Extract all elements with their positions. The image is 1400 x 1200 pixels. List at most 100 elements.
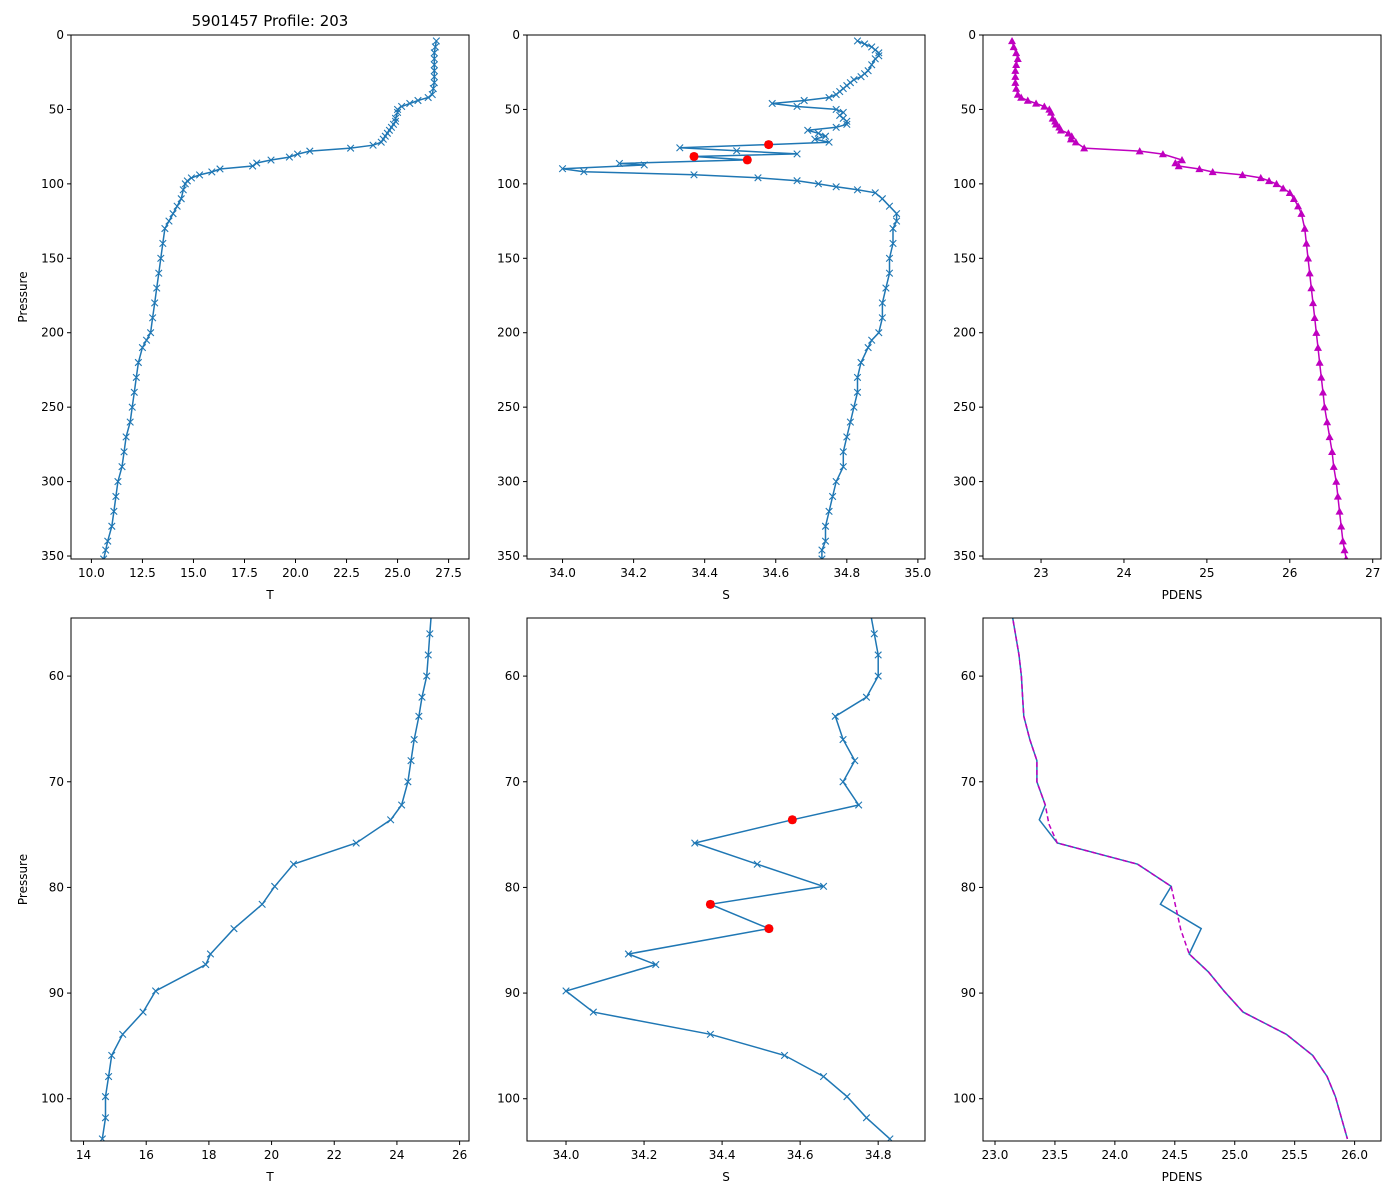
top-s-marker-x [800,96,808,105]
top-t-marker-x [173,202,181,210]
top-s-ytick-label: 350 [497,549,520,563]
bottom-t-marker-x [397,801,406,809]
top-s-marker-x [825,138,833,146]
bottom-s-xtick-label: 34.8 [865,1148,892,1162]
top-s-marker-x [615,159,624,168]
top-t-marker-x [122,433,130,441]
top-t-marker-x [108,522,116,530]
top-t-marker-x [430,72,438,81]
bottom-t-marker-x [424,651,432,659]
top-s-marker-x [832,477,840,486]
top-t-marker-x [429,84,437,93]
top-s-frame [526,34,926,560]
top-pdens-marker-triangle [1012,60,1021,68]
top-s-line-0 [562,40,898,559]
top-s-marker-x [853,388,862,396]
top-t-marker-x [150,299,159,307]
bottom-t-marker-x [415,712,423,720]
top-s-marker-x [832,90,840,99]
bottom-t-xtick-label: 14 [76,1148,91,1162]
top-s-marker-x [892,217,901,225]
bottom-t-line-0 [101,618,432,1140]
top-s-flag-point [764,140,774,150]
top-pdens-marker-triangle [1343,555,1349,559]
top-s-marker-x [580,167,588,176]
bottom-t-marker-x [98,1135,107,1141]
bottom-pdens-line-1 [1011,618,1349,1140]
top-t-ytick-label: 200 [41,326,64,340]
top-pdens-marker-triangle [1056,126,1065,134]
bottom-s-marker-x [874,651,882,659]
top-pdens-marker-triangle [1310,313,1319,322]
top-pdens-marker-triangle [1009,42,1018,51]
bottom-pdens-frame [982,617,1382,1142]
top-s-marker-x [857,358,865,367]
top-s-marker-x [814,129,823,137]
bottom-t-marker-x [289,860,298,868]
top-t-ytick-label: 300 [41,475,64,489]
top-t-marker-x [293,150,302,158]
top-s-ytick-label: 50 [505,102,520,116]
top-t-marker-x [104,537,112,545]
top-t-marker-x [195,171,204,179]
top-s-marker-x [850,403,858,411]
bottom-t-marker-x [119,1030,127,1038]
top-s-marker-x [754,174,762,182]
bottom-s-ytick-label: 60 [505,669,520,683]
top-s-ytick-label: 100 [497,177,520,191]
top-pdens-line-0 [1011,40,1347,559]
top-t-marker-x [153,284,161,292]
top-pdens-marker-triangle [1337,522,1346,530]
bottom-s-flag-point [787,815,797,825]
top-pdens-marker-triangle [1332,477,1341,485]
top-pdens-xtick-label: 26 [1282,566,1297,580]
top-s-marker-x [868,336,876,344]
bottom-t-xtick-label: 20 [264,1148,279,1162]
top-pdens-marker-triangle [1297,209,1306,217]
top-pdens-marker-triangle [1011,72,1020,80]
top-pdens-ytick-label: 100 [953,177,976,191]
bottom-pdens-xtick-label: 25.0 [1221,1148,1248,1162]
top-pdens-xlabel: PDENS [1162,588,1203,602]
top-s-marker-x [875,329,883,337]
top-s-marker-x [814,180,823,188]
top-pdens-marker-triangle [1040,102,1049,110]
top-s-marker-x [558,164,567,173]
bottom-pdens-xtick-label: 24.5 [1161,1148,1188,1162]
bottom-t-ytick-label: 100 [41,1092,64,1106]
bottom-pdens-xtick-label: 25.5 [1281,1148,1308,1162]
top-t-marker-x [248,162,257,170]
bottom-pdens-xtick-label: 23.5 [1042,1148,1069,1162]
top-pdens-marker-triangle [1256,173,1265,182]
bottom-s-frame [526,617,926,1142]
bottom-s-xlabel: S [722,1170,730,1184]
bottom-pdens-xtick-label: 24.0 [1102,1148,1129,1162]
top-s-marker-x [839,448,847,456]
top-t-marker-x [165,217,173,225]
top-pdens-marker-triangle [1325,432,1334,441]
top-t-marker-x [110,507,118,516]
bottom-s-marker-x [691,839,699,847]
top-t-marker-x [430,49,438,57]
top-pdens-xtick-label: 24 [1116,566,1131,580]
top-s-marker-x [793,102,801,111]
bottom-s-ytick-label: 100 [497,1092,520,1106]
bottom-s-marker-x [851,756,859,765]
bottom-s-marker-x [839,735,847,744]
top-pdens-marker-triangle [1174,162,1183,170]
top-s-ytick-label: 250 [497,400,520,414]
top-t-marker-x [134,358,143,367]
top-s-marker-x [811,135,819,143]
top-t-xtick-label: 20.0 [282,566,309,580]
top-s-marker-x [843,117,851,126]
bottom-t-xtick-label: 16 [139,1148,154,1162]
top-t-xlabel: T [265,588,274,602]
top-t-ylabel: Pressure [16,271,30,322]
top-s-marker-x [818,555,826,559]
bottom-s-series-flagged [705,815,797,934]
top-t-marker-x [431,43,440,51]
bottom-t-marker-x [108,1051,116,1060]
top-pdens-marker-triangle [1305,269,1314,277]
top-pdens-marker-triangle [1008,36,1017,45]
top-pdens-marker-triangle [1178,156,1186,164]
